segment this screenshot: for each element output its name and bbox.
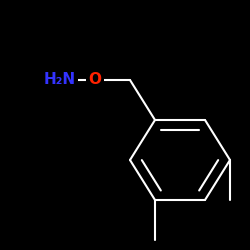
Text: O: O [88, 72, 102, 88]
Text: H₂N: H₂N [44, 72, 76, 88]
